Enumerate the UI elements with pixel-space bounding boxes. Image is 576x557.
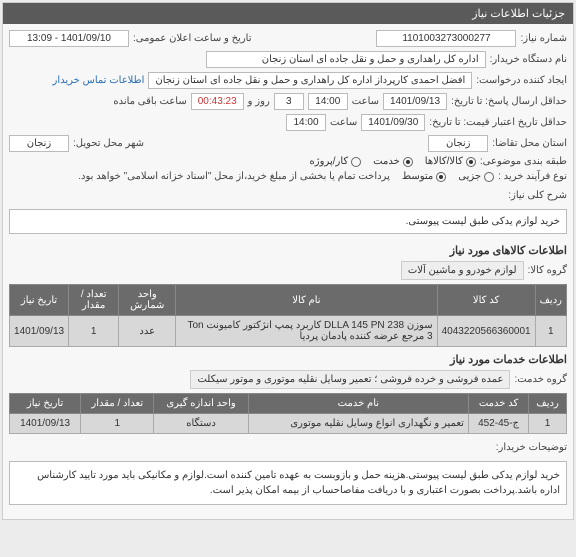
radio-goods-label: کالا/کالاها [425,156,463,167]
cell-unit: عدد [119,316,176,347]
validity-label: حداقل تاریخ اعتبار قیمت: تا تاریخ: [429,117,567,128]
goods-table-header-row: ردیف کد کالا نام کالا واحد شمارش تعداد /… [10,285,567,316]
table-row[interactable]: 1 ج-45-452 تعمیر و نگهداری انواع وسایل ن… [10,414,567,434]
th-name: نام خدمت [248,394,468,414]
svc-table-header-row: ردیف کد خدمت نام خدمت واحد اندازه گیری ت… [10,394,567,414]
deadline-date: 1401/09/13 [383,93,447,110]
time-label-1: ساعت [352,96,379,107]
radio-dot-icon [484,172,494,182]
radio-proc-small[interactable]: جزیی [458,171,494,182]
cell-code: ج-45-452 [468,414,528,434]
goods-section-title: اطلاعات کالاهای مورد نیاز [9,244,567,257]
th-qty: تعداد / مقدار [69,285,119,316]
cell-name: تعمیر و نگهداری انواع وسایل نقلیه موتوری [248,414,468,434]
cell-qty: 1 [81,414,154,434]
th-code: کد خدمت [468,394,528,414]
payment-note: پرداخت تمام یا بخشی از مبلغ خرید،از محل … [78,171,390,182]
th-code: کد کالا [437,285,535,316]
buyer-org-value: اداره کل راهداری و حمل و نقل جاده ای است… [206,51,486,68]
req-prov-value: زنجان [428,135,488,152]
cell-qty: 1 [69,316,119,347]
radio-dot-icon [351,157,361,167]
days-label: روز و [248,96,270,107]
radio-dot-icon [466,157,476,167]
th-row: ردیف [535,285,566,316]
desc-value: خرید لوازم یدکی طبق لیست پیوستی. [9,209,567,234]
svc-group-label: گروه خدمت: [514,374,567,385]
th-unit: واحد شمارش [119,285,176,316]
del-prov-label: شهر محل تحویل: [73,138,144,149]
proc-type-label: نوع فرآیند خرید : [498,171,567,182]
announce-label: تاریخ و ساعت اعلان عمومی: [133,33,252,44]
cell-code: 4043220566360001 [437,316,535,347]
details-panel: جزئیات اطلاعات نیاز شماره نیاز: 11010032… [2,2,574,520]
th-name: نام کالا [176,285,437,316]
contact-link[interactable]: اطلاعات تماس خریدار [53,75,145,86]
th-row: ردیف [529,394,567,414]
validity-time: 14:00 [286,114,326,131]
radio-service-label: خدمت [373,156,400,167]
radio-proc-mid[interactable]: متوسط [402,171,446,182]
explain-value: خرید لوازم یدکی طبق لیست پیوستی.هزینه حم… [9,461,567,505]
th-qty: تعداد / مقدار [81,394,154,414]
goods-group-label: گروه کالا: [528,265,567,276]
buyer-org-label: نام دستگاه خریدار: [490,54,567,65]
svc-group-value: عمده فروشی و خرده فروشی ؛ تعمیر وسایل نق… [190,370,510,389]
need-no-label: شماره نیاز: [520,33,567,44]
timer-label: ساعت باقی مانده [113,96,186,107]
desc-label: شرح کلی نیاز: [508,190,567,201]
goods-group-value: لوازم خودرو و ماشین آلات [401,261,524,280]
deadline-label: حداقل ارسال پاسخ: تا تاریخ: [451,96,567,107]
radio-dot-icon [436,172,446,182]
time-label-2: ساعت [330,117,357,128]
validity-date: 1401/09/30 [361,114,425,131]
countdown-timer: 00:43:23 [191,93,244,110]
cell-row: 1 [535,316,566,347]
radio-service[interactable]: خدمت [373,156,413,167]
cell-name: سوزن DLLA 145 PN 238 کاربرد پمپ انژکتور … [176,316,437,347]
creator-label: ایجاد کننده درخواست: [476,75,567,86]
need-no-value: 1101003273000277 [376,30,516,47]
table-row[interactable]: 1 4043220566360001 سوزن DLLA 145 PN 238 … [10,316,567,347]
cell-date: 1401/09/13 [10,316,69,347]
cell-date: 1401/09/13 [10,414,81,434]
panel-body: شماره نیاز: 1101003273000277 تاریخ و ساع… [3,24,573,519]
del-prov-value: زنجان [9,135,69,152]
panel-title: جزئیات اطلاعات نیاز [3,3,573,24]
svc-table: ردیف کد خدمت نام خدمت واحد اندازه گیری ت… [9,393,567,434]
th-date: تاریخ نیاز [10,285,69,316]
radio-both-label: کار/پروژه [310,156,349,167]
subj-class-label: طبقه بندی موضوعی: [480,156,567,167]
th-date: تاریخ نیاز [10,394,81,414]
radio-dot-icon [403,157,413,167]
deadline-time: 14:00 [308,93,348,110]
radio-goods[interactable]: کالا/کالاها [425,156,476,167]
explain-label: توضیحات خریدار: [496,442,567,453]
radio-both[interactable]: کار/پروژه [310,156,362,167]
th-unit: واحد اندازه گیری [154,394,248,414]
radio-proc-mid-label: متوسط [402,171,433,182]
req-prov-label: استان محل تقاضا: [492,138,567,149]
creator-value: افضل احمدی کارپرداز اداره کل راهداری و ح… [148,72,472,89]
radio-proc-small-label: جزیی [458,171,481,182]
svc-section-title: اطلاعات خدمات مورد نیاز [9,353,567,366]
cell-unit: دستگاه [154,414,248,434]
days-value: 3 [274,93,304,110]
cell-row: 1 [529,414,567,434]
goods-table: ردیف کد کالا نام کالا واحد شمارش تعداد /… [9,284,567,347]
announce-value: 1401/09/10 - 13:09 [9,30,129,47]
